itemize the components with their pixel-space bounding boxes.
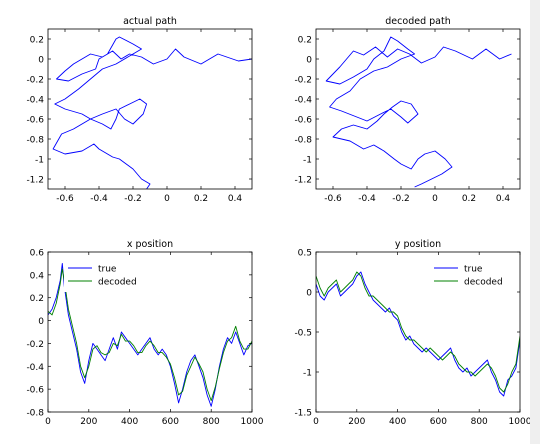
y-tick-label: -1.2 bbox=[294, 176, 312, 186]
y-tick-label: -0.8 bbox=[26, 409, 44, 419]
x-tick-label: 0 bbox=[164, 194, 170, 204]
chart-title: actual path bbox=[123, 16, 177, 27]
y-tick-label: -0.8 bbox=[26, 136, 44, 146]
x-tick-label: 400 bbox=[121, 417, 138, 427]
x-tick-label: 0 bbox=[45, 417, 51, 427]
x-tick-label: 800 bbox=[203, 417, 220, 427]
chart-title: y position bbox=[395, 239, 441, 250]
x-tick-label: 600 bbox=[162, 417, 179, 427]
y-tick-label: -0.2 bbox=[26, 76, 44, 86]
x-tick-label: 800 bbox=[471, 417, 488, 427]
x-tick-label: -0.2 bbox=[124, 194, 142, 204]
x-tick-label: -0.4 bbox=[90, 194, 108, 204]
y-tick-label: 0 bbox=[306, 56, 312, 66]
x-tick-label: 1000 bbox=[509, 417, 532, 427]
legend-box bbox=[64, 260, 148, 292]
legend-entry-decoded: decoded bbox=[98, 278, 137, 288]
x-tick-label: -0.6 bbox=[56, 194, 74, 204]
x-tick-label: 1000 bbox=[241, 417, 264, 427]
axes-frame bbox=[47, 251, 253, 413]
chart-title: x position bbox=[127, 239, 173, 250]
y-tick-label: -0.2 bbox=[26, 340, 44, 350]
y-tick-label: -0.6 bbox=[294, 116, 312, 126]
y-tick-label: -0.8 bbox=[294, 136, 312, 146]
x-tick-label: 400 bbox=[389, 417, 406, 427]
legend-entry-true: true bbox=[98, 265, 117, 275]
y-tick-label: 0.6 bbox=[30, 249, 45, 259]
y-tick-label: -0.6 bbox=[26, 386, 44, 396]
y-tick-label: 0.2 bbox=[298, 36, 312, 46]
y-tick-label: 0 bbox=[306, 289, 312, 299]
legend: true decoded bbox=[64, 260, 148, 292]
x-tick-label: 600 bbox=[430, 417, 447, 427]
y-tick-label: -0.6 bbox=[26, 116, 44, 126]
legend-entry-true: true bbox=[464, 265, 483, 275]
x-tick-label: -0.2 bbox=[392, 194, 410, 204]
y-tick-label: -0.4 bbox=[294, 96, 312, 106]
x-tick-label: 200 bbox=[80, 417, 97, 427]
x-tick-label: 0.2 bbox=[462, 194, 476, 204]
y-tick-label: -1 bbox=[303, 156, 312, 166]
y-tick-label: -1 bbox=[303, 369, 312, 379]
y-tick-label: 0.2 bbox=[30, 36, 44, 46]
axes-frame bbox=[47, 28, 253, 190]
y-tick-label: 0.4 bbox=[30, 271, 45, 281]
y-tick-label: -0.2 bbox=[294, 76, 312, 86]
y-tick-label: 0.5 bbox=[298, 249, 312, 259]
series-line-decoded bbox=[316, 271, 520, 393]
y-tick-label: 0.2 bbox=[30, 294, 44, 304]
series-line-1 bbox=[325, 36, 512, 188]
y-tick-label: -1 bbox=[35, 156, 44, 166]
legend: true decoded bbox=[430, 260, 514, 292]
y-tick-label: -0.4 bbox=[26, 96, 44, 106]
x-tick-label: 0 bbox=[313, 417, 319, 427]
axes-frame bbox=[315, 28, 521, 190]
chart-title: decoded path bbox=[385, 16, 450, 27]
chart-panel-1: actual path -0.6 -0.4 -0.2 0 0.2 0.4 0.2 0 -0.2 -0… bbox=[26, 16, 253, 204]
legend-box bbox=[430, 260, 514, 292]
y-tick-label: 0 bbox=[38, 56, 44, 66]
y-tick-label: -1.2 bbox=[26, 176, 44, 186]
series-line-decoded bbox=[48, 268, 252, 402]
scrollbar-track bbox=[530, 0, 540, 444]
x-tick-label: -0.6 bbox=[324, 194, 342, 204]
y-tick-label: -0.4 bbox=[26, 363, 44, 373]
y-tick-label: -0.5 bbox=[294, 329, 312, 339]
x-tick-label: 0.4 bbox=[496, 194, 511, 204]
y-tick-label: 0 bbox=[38, 317, 44, 327]
legend-entry-decoded: decoded bbox=[464, 278, 503, 288]
series-line-true bbox=[316, 271, 520, 397]
chart-panel-4: y position 0 200 400 600 800 1000 0.5 0 -0.5 -1 -1.… bbox=[294, 239, 531, 427]
x-tick-label: 0.2 bbox=[194, 194, 208, 204]
x-tick-label: -0.4 bbox=[358, 194, 376, 204]
chart-panel-2: decoded path -0.6 -0.4 -0.2 0 0.2 0.4 0.2 0 -0.2 -… bbox=[294, 16, 521, 204]
x-tick-label: 0.4 bbox=[228, 194, 243, 204]
x-tick-label: 0 bbox=[432, 194, 438, 204]
series-line-1 bbox=[52, 36, 252, 189]
x-tick-label: 200 bbox=[348, 417, 365, 427]
y-tick-label: -1.5 bbox=[294, 409, 312, 419]
